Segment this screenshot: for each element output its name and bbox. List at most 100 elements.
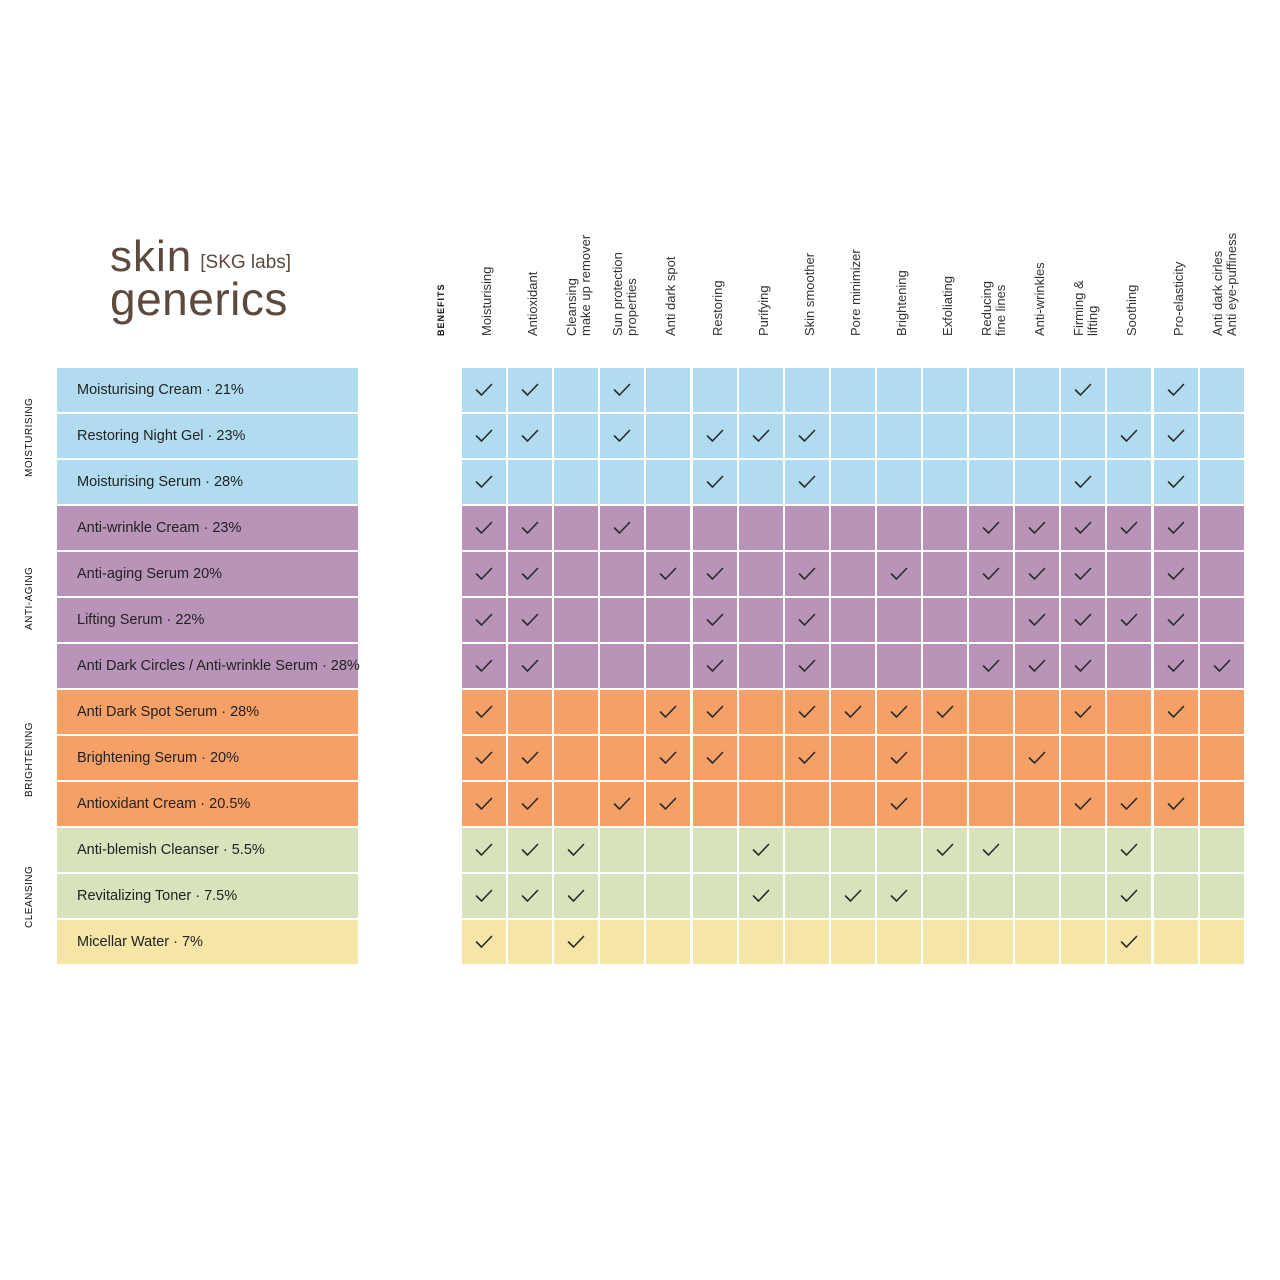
check-icon: [1028, 567, 1046, 581]
check-icon: [659, 705, 677, 719]
check-icon: [521, 797, 539, 811]
grid-cell: [1107, 368, 1152, 412]
grid-cell: [1199, 644, 1244, 688]
column-header-line: Antioxidant: [525, 271, 541, 336]
grid-cell: [600, 920, 645, 964]
grid-cell: [1015, 874, 1060, 918]
product-name: Moisturising Serum · 28%: [57, 460, 358, 504]
check-icon: [1120, 797, 1138, 811]
product-name: Anti-blemish Cleanser · 5.5%: [57, 828, 358, 872]
grid-cell: [1153, 736, 1198, 780]
grid-cell: [1199, 368, 1244, 412]
grid-cell: [508, 460, 553, 504]
grid-cell: [1199, 874, 1244, 918]
grid-cell: [462, 828, 507, 872]
check-icon: [706, 751, 724, 765]
product-name: Lifting Serum · 22%: [57, 598, 358, 642]
check-icon: [659, 797, 677, 811]
grid-cell: [876, 414, 921, 458]
grid-cell: [923, 782, 968, 826]
grid-cell: [830, 736, 875, 780]
check-icon: [475, 429, 493, 443]
grid-cell: [1107, 598, 1152, 642]
grid-cell: [462, 920, 507, 964]
grid-cell: [923, 644, 968, 688]
grid-cell: [876, 598, 921, 642]
benefits-heading: BENEFITS: [436, 283, 446, 336]
column-header-line: Soothing: [1124, 284, 1140, 336]
grid-cell: [1153, 414, 1198, 458]
column-header-moisturising: Moisturising: [479, 267, 494, 336]
grid-cell: [1153, 874, 1198, 918]
grid-cell: [1107, 552, 1152, 596]
grid-cell: [646, 598, 691, 642]
grid-cell: [876, 828, 921, 872]
product-name: Anti-aging Serum 20%: [57, 552, 358, 596]
grid-cell: [462, 552, 507, 596]
column-header-soothing: Soothing: [1124, 284, 1140, 336]
check-icon: [475, 751, 493, 765]
grid-cell: [554, 644, 599, 688]
check-icon: [475, 843, 493, 857]
grid-cell: [1061, 414, 1106, 458]
product-name: Revitalizing Toner · 7.5%: [57, 874, 358, 918]
grid-cell: [1107, 828, 1152, 872]
grid-cell: [1199, 690, 1244, 734]
check-icon: [890, 751, 908, 765]
grid-cell: [508, 368, 553, 412]
grid-cell: [923, 828, 968, 872]
grid-cell: [923, 414, 968, 458]
grid-cell: [923, 368, 968, 412]
grid-cell: [646, 828, 691, 872]
check-icon: [1167, 797, 1185, 811]
check-icon: [890, 705, 908, 719]
grid-cell: [1061, 782, 1106, 826]
product-name: Anti Dark Circles / Anti-wrinkle Serum ·…: [57, 644, 360, 688]
check-icon: [1028, 751, 1046, 765]
check-icon: [890, 889, 908, 903]
grid-cell: [1061, 460, 1106, 504]
grid-cell: [923, 690, 968, 734]
grid-cell: [646, 552, 691, 596]
column-header-line: Exfoliating: [940, 276, 956, 336]
check-icon: [613, 797, 631, 811]
check-icon: [1167, 475, 1185, 489]
grid-cell: [508, 874, 553, 918]
check-icon: [936, 843, 954, 857]
check-icon: [982, 567, 1000, 581]
check-icon: [521, 889, 539, 903]
grid-cell: [1153, 828, 1198, 872]
column-header-line: lifting: [1085, 305, 1101, 336]
grid-cell: [830, 920, 875, 964]
check-icon: [798, 475, 816, 489]
grid-cell: [1061, 874, 1106, 918]
check-icon: [521, 567, 539, 581]
grid-cell: [784, 414, 829, 458]
grid-cell: [830, 414, 875, 458]
grid-cell: [1015, 690, 1060, 734]
check-icon: [982, 843, 1000, 857]
check-icon: [982, 521, 1000, 535]
product-name: Anti-wrinkle Cream · 23%: [57, 506, 358, 550]
grid-cell: [692, 736, 737, 780]
grid-cell: [1015, 828, 1060, 872]
grid-cell: [508, 782, 553, 826]
grid-cell: [1153, 506, 1198, 550]
grid-cell: [784, 644, 829, 688]
grid-cell: [784, 874, 829, 918]
check-icon: [798, 705, 816, 719]
check-icon: [475, 521, 493, 535]
grid-cell: [1153, 598, 1198, 642]
grid-cell: [1199, 782, 1244, 826]
check-icon: [798, 613, 816, 627]
grid-cell: [830, 644, 875, 688]
check-icon: [936, 705, 954, 719]
grid-cell: [738, 598, 783, 642]
grid-cell: [969, 506, 1014, 550]
check-icon: [475, 705, 493, 719]
column-header-restoring: Restoring: [710, 280, 725, 336]
grid-cell: [646, 460, 691, 504]
column-header-reducing-fine-lines: Reducing fine lines: [979, 281, 1008, 336]
check-icon: [1074, 659, 1092, 673]
grid-cell: [969, 736, 1014, 780]
